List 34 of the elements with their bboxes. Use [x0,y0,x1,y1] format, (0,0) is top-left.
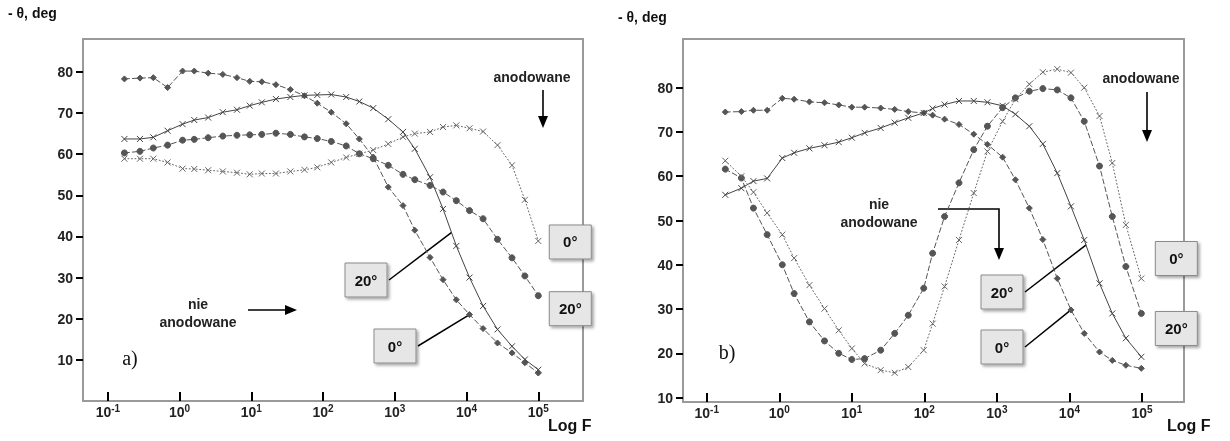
y-tick-label: 30 [57,269,74,286]
y-tick-label: 70 [657,123,674,140]
x-axis-title: Log F [548,416,592,434]
y-tick-label: 60 [657,168,674,185]
y-tick-label: 30 [657,301,674,318]
annotation: 0° [563,233,578,251]
annotation: 0° [387,337,403,355]
y-tick-label: 80 [57,63,74,80]
y-tick-label: 10 [57,351,74,368]
x-axis-title: Log F [1167,416,1211,434]
y-tick-label: 20 [57,310,74,327]
y-tick-label: 10 [657,389,674,406]
annotation: 20° [1164,319,1188,337]
annotation: 0° [1169,249,1184,267]
y-tick-label: 40 [57,228,74,245]
annotation: nie anodowane [159,296,237,330]
y-tick-label: 50 [57,187,74,204]
y-tick-label: 60 [57,146,74,163]
annotation: a) [122,347,138,370]
y-axis-title: - θ, deg [8,5,57,21]
annotation: 20° [990,283,1014,301]
y-tick-label: 80 [657,79,674,96]
y-tick-label: 70 [57,105,74,122]
annotation: b) [718,341,736,364]
annotation: nie anodowane [840,196,918,230]
y-tick-label: 20 [657,345,674,362]
annotation: anodowane [493,69,571,85]
y-tick-label: 40 [657,256,674,273]
y-axis-title: - θ, deg [618,9,667,25]
y-tick-label: 50 [657,212,674,229]
annotation: 0° [994,338,1010,356]
annotation: 20° [354,271,378,289]
annotation: anodowane [1102,70,1180,86]
annotation: 20° [558,300,582,318]
